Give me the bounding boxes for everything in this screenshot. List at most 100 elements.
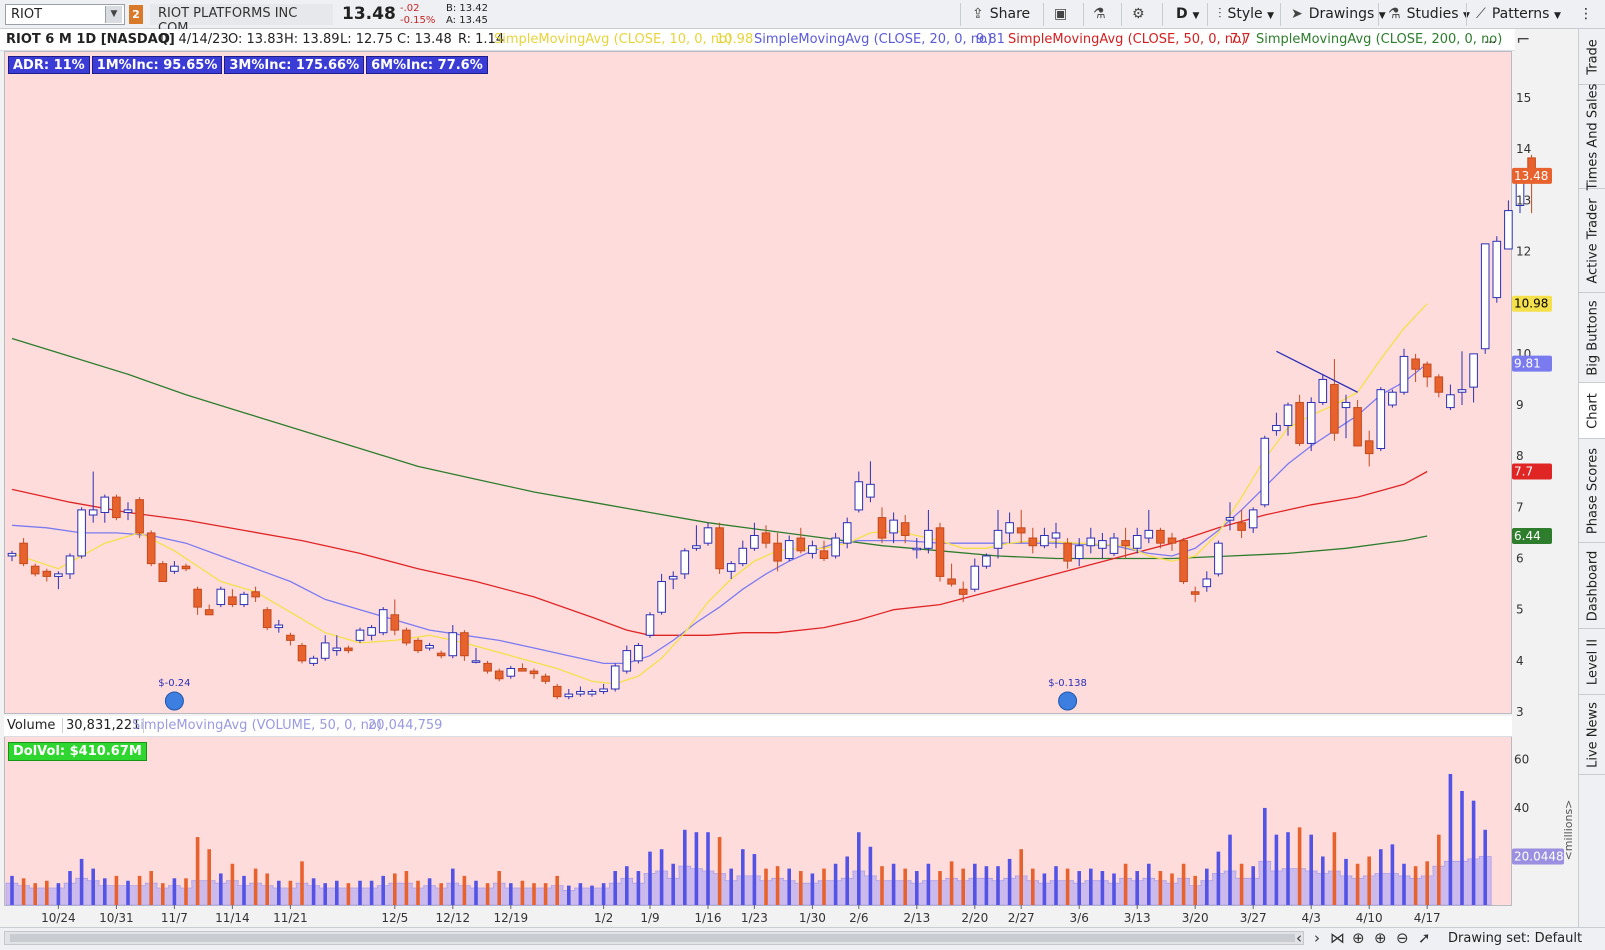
link-group-badge[interactable]: 2 <box>129 5 143 24</box>
price-axis-tick: 3 <box>1516 705 1524 719</box>
x-tick-label: 4/10 <box>1356 911 1383 925</box>
x-tick-label: 2/20 <box>961 911 988 925</box>
drawings-label: Drawings <box>1308 6 1375 22</box>
snapshot-button[interactable]: ▣ <box>1050 4 1077 25</box>
gear-icon: ⚙ <box>1132 6 1145 22</box>
price-axis-tick: 13 <box>1516 193 1531 207</box>
volume-sma-box <box>1512 848 1564 865</box>
share-button[interactable]: ⇪ Share <box>968 4 1034 25</box>
tab-label: Dashboard <box>1585 550 1600 621</box>
drag-icon[interactable]: ⋈ <box>1330 929 1345 947</box>
price-label-box <box>1512 463 1552 480</box>
toolbar-divider <box>1207 3 1208 26</box>
price-label-box <box>1512 528 1552 544</box>
price-axis-tick: 6 <box>1516 552 1524 566</box>
flask-icon: ⚗ <box>1388 6 1401 22</box>
volume-status-line: Volume 30,831,221 SimpleMovingAvg (VOLUM… <box>4 716 1512 737</box>
tab-level-ii[interactable]: Level II <box>1579 629 1605 695</box>
share-label: Share <box>989 6 1031 22</box>
tab-chart[interactable]: Chart <box>1579 383 1605 439</box>
zoom-in-icon[interactable]: ⊕ <box>1374 929 1387 947</box>
performance-badges: ADR: 11% 1M%Inc: 95.65% 3M%Inc: 175.66% 6M%… <box>8 56 490 74</box>
volume-label: Volume <box>7 718 56 733</box>
x-tick-label: 1/30 <box>799 911 826 925</box>
pointer-icon[interactable]: ➚ <box>1418 929 1431 947</box>
price-axis-tick: 11 <box>1516 296 1531 310</box>
toolbar-divider <box>1162 3 1163 26</box>
symbol-text: RIOT <box>11 7 43 22</box>
price-axis-tick: 14 <box>1516 142 1531 156</box>
price-axis-tick: 5 <box>1516 603 1524 617</box>
tab-label: Trade <box>1585 38 1600 75</box>
tab-trade[interactable]: Trade <box>1579 29 1605 85</box>
tab-times-and-sales[interactable]: Times And Sales <box>1579 83 1605 190</box>
x-tick-label: 3/20 <box>1182 911 1209 925</box>
chevron-down-icon: ▼ <box>1267 11 1275 21</box>
chevron-down-icon: ▼ <box>1378 11 1386 21</box>
price-panel[interactable] <box>4 51 1512 714</box>
drawings-button[interactable]: ➤ Drawings ▼ <box>1287 4 1390 25</box>
period-button[interactable]: D ▼ <box>1172 4 1203 25</box>
chevron-down-icon[interactable]: ▼ <box>105 6 122 23</box>
volume-sma-label[interactable]: SimpleMovingAvg (VOLUME, 50, 0, no) <box>132 718 382 733</box>
chevron-down-icon: ▼ <box>1192 11 1200 21</box>
price-label-text: 13.48 <box>1514 169 1548 183</box>
chart-title: RIOT 6 M 1D [NASDAQ] <box>6 32 175 47</box>
sma20-value: 9.81 <box>976 32 1005 47</box>
scroll-left-icon[interactable]: ‹ <box>1296 929 1302 947</box>
bid-price: B: 13.42 <box>446 3 489 14</box>
zoom-out-icon[interactable]: ⊖ <box>1396 929 1409 947</box>
right-sidebar: Trade Times And Sales Active Trader Big … <box>1578 29 1605 927</box>
x-tick-label: 4/3 <box>1302 911 1321 925</box>
net-change: -.02 <box>400 3 420 14</box>
tab-big-buttons[interactable]: Big Buttons <box>1579 293 1605 383</box>
scrollbar-thumb[interactable] <box>10 934 1295 942</box>
patterns-button[interactable]: ⟋ Patterns ▼ <box>1472 4 1565 25</box>
x-tick-label: 12/12 <box>436 911 471 925</box>
price-label-box <box>1512 355 1552 372</box>
toolbar-divider <box>1466 3 1467 26</box>
sma50-label[interactable]: SimpleMovingAvg (CLOSE, 50, 0, no) <box>1008 32 1247 47</box>
crosshair-icon[interactable]: ⊕ <box>1352 929 1365 947</box>
cursor-icon: ➤ <box>1291 6 1303 22</box>
toolbar-divider <box>1083 3 1084 26</box>
sma200-label[interactable]: SimpleMovingAvg (CLOSE, 200, 0, no) <box>1256 32 1503 47</box>
one-month-badge: 1M%Inc: 95.65% <box>91 56 223 74</box>
volume-sma-text: 20.0448 <box>1514 849 1564 863</box>
studies-button[interactable]: ⚗Studies ▼ <box>1384 4 1474 25</box>
more-studies-icon[interactable]: ... <box>1484 32 1497 47</box>
time-scrollbar[interactable] <box>4 931 1304 945</box>
style-button[interactable]: ⫶ Style ▼ <box>1214 4 1278 25</box>
menu-icon[interactable]: ⋮ <box>1579 6 1593 22</box>
x-tick-label: 1/16 <box>695 911 722 925</box>
tab-label: Big Buttons <box>1585 299 1600 376</box>
toolbar-divider <box>960 3 961 26</box>
tab-phase-scores[interactable]: Phase Scores <box>1579 439 1605 543</box>
volume-panel[interactable] <box>4 716 1512 906</box>
sma20-label[interactable]: SimpleMovingAvg (CLOSE, 20, 0, no) <box>754 32 993 47</box>
x-tick-label: 1/9 <box>640 911 659 925</box>
symbol-input[interactable]: RIOT <box>5 4 125 25</box>
tab-live-news[interactable]: Live News <box>1579 695 1605 775</box>
tab-label: Phase Scores <box>1585 447 1600 534</box>
volume-value: 30,831,221 <box>62 718 145 733</box>
x-tick-label: 2/27 <box>1008 911 1035 925</box>
chart-expand-icon[interactable]: ⌐ <box>1516 30 1531 50</box>
toolbar-divider <box>1043 3 1044 26</box>
bar-low: L: 12.75 <box>340 32 393 47</box>
flask-button[interactable]: ⚗ <box>1089 4 1116 25</box>
sma10-label[interactable]: SimpleMovingAvg (CLOSE, 10, 0, no) <box>494 32 733 47</box>
tab-dashboard[interactable]: Dashboard <box>1579 543 1605 629</box>
tab-label: Chart <box>1585 392 1600 429</box>
patterns-label: Patterns <box>1491 6 1550 22</box>
tab-label: Active Trader <box>1585 197 1600 284</box>
flask-icon: ⚗ <box>1093 6 1106 22</box>
price-axis-tick: 4 <box>1516 654 1524 668</box>
sma50-value: 7.7 <box>1230 32 1251 47</box>
settings-button[interactable]: ⚙ <box>1128 4 1155 25</box>
scroll-right-icon[interactable]: › <box>1314 929 1320 947</box>
drawing-set-label[interactable]: Drawing set: Default <box>1448 931 1583 946</box>
tab-active-trader[interactable]: Active Trader <box>1579 189 1605 293</box>
volume-axis-tick: 20 <box>1514 849 1529 863</box>
volume-axis-label: <millions> <box>1562 800 1575 861</box>
